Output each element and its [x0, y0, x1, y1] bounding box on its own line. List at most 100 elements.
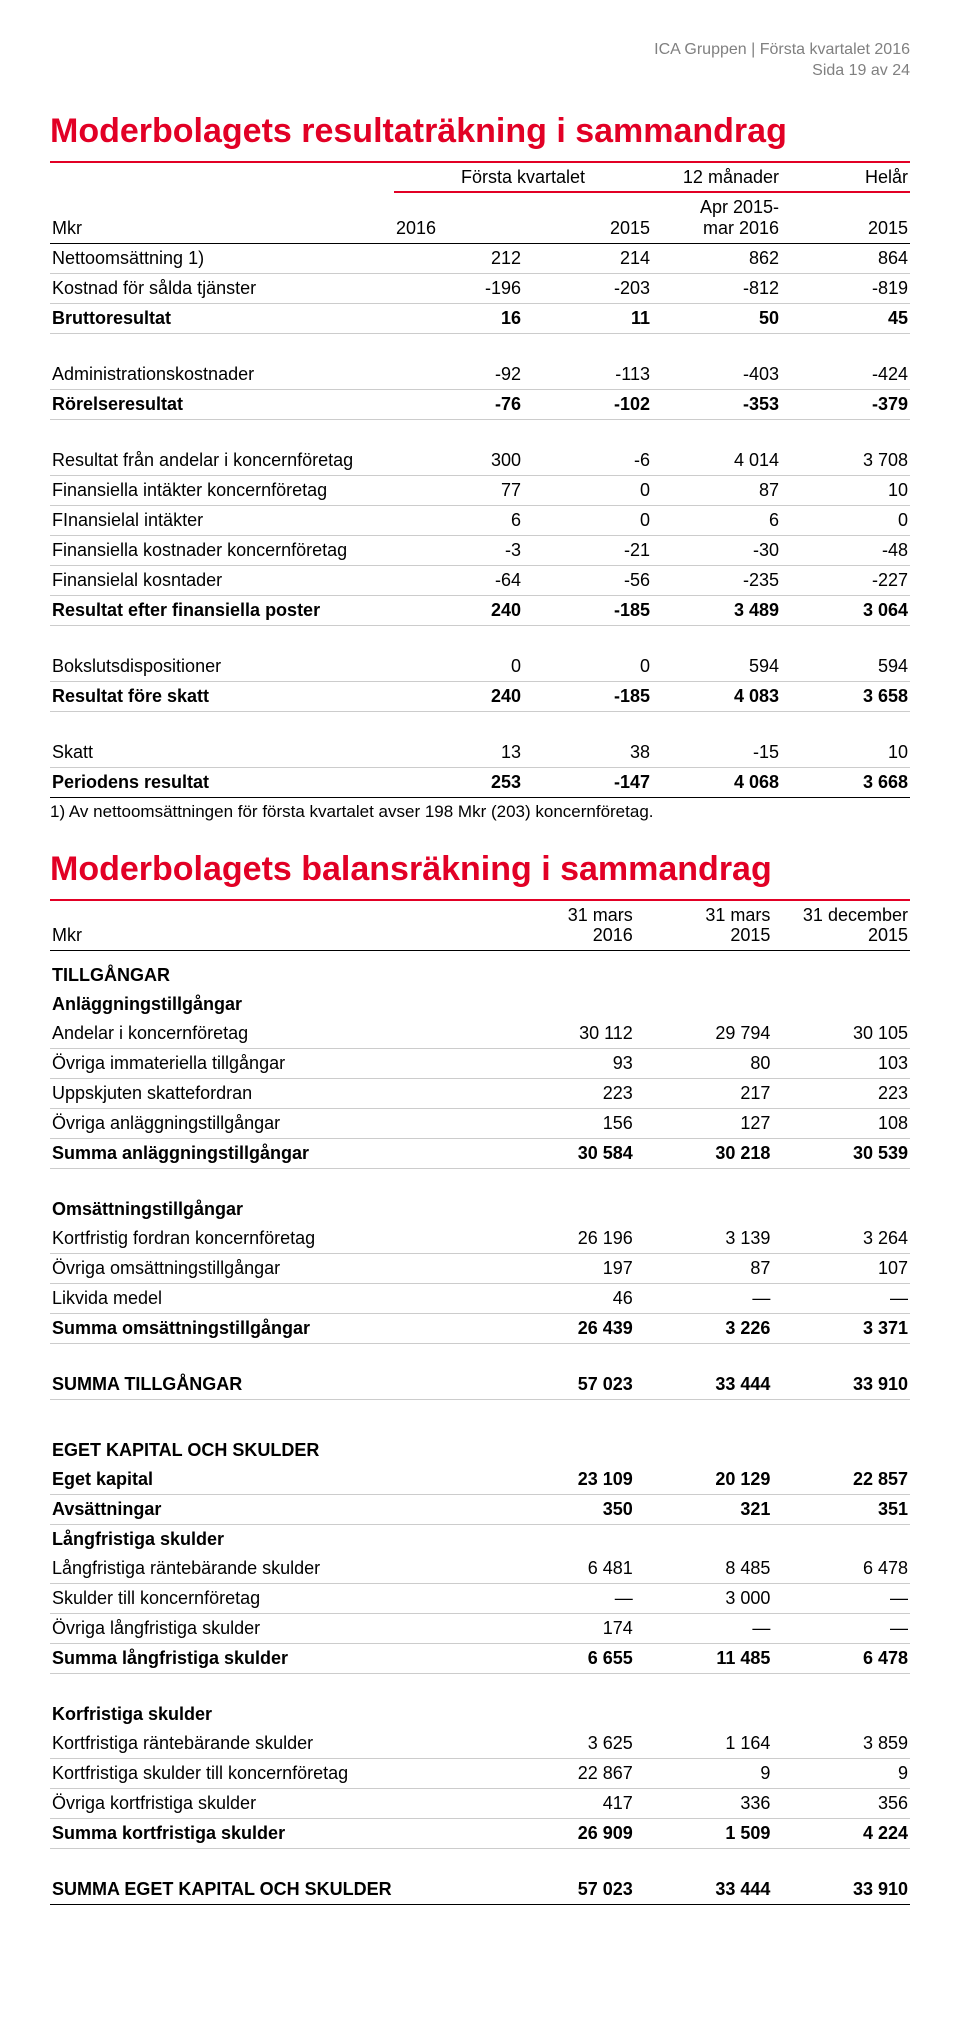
cell: 0	[523, 505, 652, 535]
row-label: Kortfristiga skulder till koncernföretag	[50, 1759, 497, 1789]
cell: 223	[497, 1079, 635, 1109]
cell: 0	[523, 652, 652, 682]
cell: 3 226	[635, 1314, 773, 1344]
cell: 253	[394, 767, 523, 797]
cell: 6 481	[497, 1554, 635, 1584]
cell: 3 000	[635, 1584, 773, 1614]
cell: 108	[772, 1109, 910, 1139]
row-label: Uppskjuten skattefordran	[50, 1079, 497, 1109]
balance-sheet-title: Moderbolagets balansräkning i sammandrag	[50, 850, 910, 889]
cell: 3 859	[772, 1729, 910, 1759]
row-label: Resultat före skatt	[50, 681, 394, 711]
cell: 30 112	[497, 1019, 635, 1049]
row-label: Nettoomsättning 1)	[50, 243, 394, 273]
row-label: Övriga anläggningstillgångar	[50, 1109, 497, 1139]
cell: -92	[394, 360, 523, 390]
cell: 594	[652, 652, 781, 682]
cell: 87	[635, 1254, 773, 1284]
row-label: FInansielal intäkter	[50, 505, 394, 535]
sub-header: Omsättningstillgångar	[50, 1195, 910, 1224]
cell: 3 625	[497, 1729, 635, 1759]
cell: 87	[652, 475, 781, 505]
cell: 217	[635, 1079, 773, 1109]
cell: 22 857	[772, 1465, 910, 1495]
cell: 45	[781, 303, 910, 333]
cell: 300	[394, 446, 523, 476]
cell: 212	[394, 243, 523, 273]
cell: 107	[772, 1254, 910, 1284]
cell: -102	[523, 389, 652, 419]
cell: 356	[772, 1789, 910, 1819]
row-label: Resultat från andelar i koncernföretag	[50, 446, 394, 476]
income-statement-body: Nettoomsättning 1)212214862864Kostnad fö…	[50, 243, 910, 797]
row-label: Summa långfristiga skulder	[50, 1644, 497, 1674]
header-line1: ICA Gruppen | Första kvartalet 2016	[654, 41, 910, 58]
section-header: EGET KAPITAL OCH SKULDER	[50, 1426, 910, 1465]
cell: -424	[781, 360, 910, 390]
cell: -21	[523, 535, 652, 565]
cell: 321	[635, 1495, 773, 1525]
cell: 417	[497, 1789, 635, 1819]
cell: 103	[772, 1049, 910, 1079]
row-label: Kostnad för sålda tjänster	[50, 273, 394, 303]
cell: 240	[394, 595, 523, 625]
cell: 26 909	[497, 1819, 635, 1849]
cell: -76	[394, 389, 523, 419]
cell: 197	[497, 1254, 635, 1284]
cell: 30 584	[497, 1139, 635, 1169]
cell: 10	[781, 738, 910, 768]
cell: 351	[772, 1495, 910, 1525]
cell: 46	[497, 1284, 635, 1314]
cell: 223	[772, 1079, 910, 1109]
income-statement-table: MkrFörsta kvartalet12 månaderHelår201620…	[50, 161, 910, 798]
cell: -819	[781, 273, 910, 303]
row-label: Andelar i koncernföretag	[50, 1019, 497, 1049]
cell: -353	[652, 389, 781, 419]
cell: —	[635, 1614, 773, 1644]
cell: -227	[781, 565, 910, 595]
cell: 156	[497, 1109, 635, 1139]
cell: 33 910	[772, 1370, 910, 1400]
cell: 4 068	[652, 767, 781, 797]
row-label: Likvida medel	[50, 1284, 497, 1314]
cell: 4 224	[772, 1819, 910, 1849]
cell: 6 478	[772, 1644, 910, 1674]
cell: 29 794	[635, 1019, 773, 1049]
cell: 4 083	[652, 681, 781, 711]
cell: 4 014	[652, 446, 781, 476]
cell: -64	[394, 565, 523, 595]
row-label: Summa anläggningstillgångar	[50, 1139, 497, 1169]
cell: 3 668	[781, 767, 910, 797]
cell: 0	[394, 652, 523, 682]
cell: -185	[523, 681, 652, 711]
cell: —	[772, 1284, 910, 1314]
cell: -56	[523, 565, 652, 595]
cell: 6	[652, 505, 781, 535]
cell: -203	[523, 273, 652, 303]
cell: 3 264	[772, 1224, 910, 1254]
cell: 77	[394, 475, 523, 505]
row-label: Övriga kortfristiga skulder	[50, 1789, 497, 1819]
row-label: Finansiella kostnader koncernföretag	[50, 535, 394, 565]
cell: 30 539	[772, 1139, 910, 1169]
cell: 9	[635, 1759, 773, 1789]
cell: -48	[781, 535, 910, 565]
cell: —	[772, 1584, 910, 1614]
row-label: Administrationskostnader	[50, 360, 394, 390]
cell: 80	[635, 1049, 773, 1079]
cell: 57 023	[497, 1370, 635, 1400]
cell: -379	[781, 389, 910, 419]
cell: 1 509	[635, 1819, 773, 1849]
cell: -812	[652, 273, 781, 303]
header-line2: Sida 19 av 24	[812, 62, 910, 79]
cell: 8 485	[635, 1554, 773, 1584]
cell: -185	[523, 595, 652, 625]
section-header: TILLGÅNGAR	[50, 951, 910, 991]
cell: -196	[394, 273, 523, 303]
income-statement-note: 1) Av nettoomsättningen för första kvart…	[50, 802, 910, 822]
cell: 57 023	[497, 1875, 635, 1905]
cell: -235	[652, 565, 781, 595]
cell: -3	[394, 535, 523, 565]
row-label: Periodens resultat	[50, 767, 394, 797]
cell: 30 105	[772, 1019, 910, 1049]
